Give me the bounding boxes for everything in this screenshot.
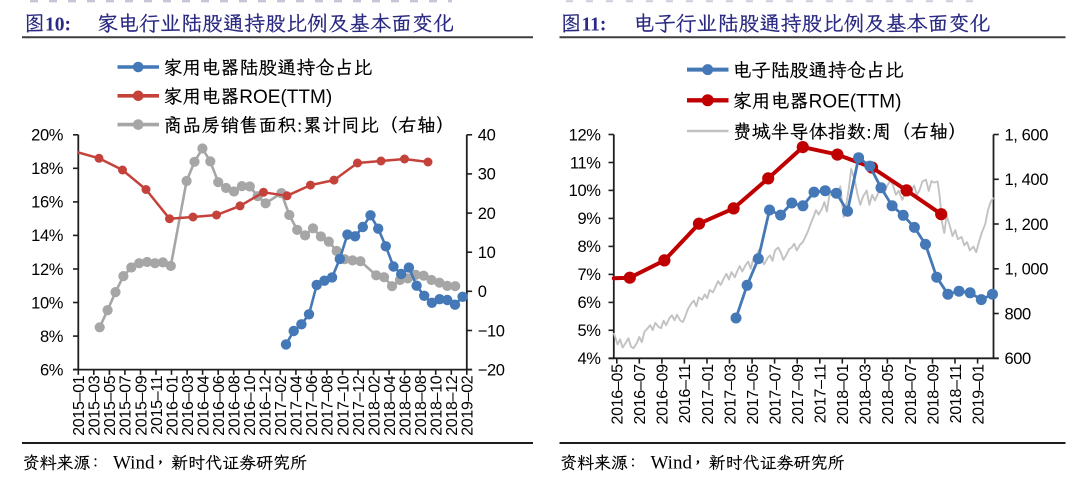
svg-text:6%: 6%	[40, 361, 64, 379]
svg-text:2018–09: 2018–09	[925, 364, 942, 425]
svg-text:−20: −20	[478, 361, 505, 379]
svg-text:2018–05: 2018–05	[880, 364, 897, 425]
svg-text:2017–12: 2017–12	[351, 375, 368, 436]
svg-text:2018–10: 2018–10	[429, 375, 446, 436]
svg-text:2017–06: 2017–06	[304, 375, 321, 436]
svg-text:2015–11: 2015–11	[149, 375, 166, 434]
svg-text:16%: 16%	[31, 194, 64, 212]
svg-text:2018–04: 2018–04	[382, 375, 399, 436]
svg-text:7%: 7%	[577, 266, 601, 284]
svg-text:800: 800	[1005, 305, 1032, 323]
svg-text:11:: 11:	[582, 15, 607, 36]
svg-text:8%: 8%	[40, 328, 64, 346]
svg-text:2016–04: 2016–04	[195, 375, 212, 436]
svg-text:2016–05: 2016–05	[610, 364, 627, 425]
svg-text:20: 20	[478, 205, 496, 223]
svg-text:2018–07: 2018–07	[903, 364, 920, 425]
svg-text:−10: −10	[478, 322, 505, 340]
svg-text:10%: 10%	[569, 182, 602, 200]
svg-text:2017–07: 2017–07	[767, 364, 784, 425]
svg-text:2015–09: 2015–09	[133, 375, 150, 436]
svg-text:2017–01: 2017–01	[700, 364, 717, 425]
svg-text:ROE(TTM): ROE(TTM)	[809, 91, 902, 112]
svg-text:2015–03: 2015–03	[87, 375, 104, 436]
svg-text:10:: 10:	[45, 15, 71, 36]
svg-text:8%: 8%	[577, 238, 601, 256]
svg-text:1, 200: 1, 200	[1005, 216, 1049, 234]
svg-text:2019–02: 2019–02	[460, 375, 477, 436]
svg-text:2016–11: 2016–11	[677, 364, 694, 423]
svg-text:2015–05: 2015–05	[102, 375, 119, 436]
svg-text:2016–06: 2016–06	[211, 375, 228, 436]
svg-text:Wind: Wind	[113, 453, 155, 474]
svg-text:1, 400: 1, 400	[1005, 171, 1049, 189]
svg-text:2015–07: 2015–07	[118, 375, 135, 436]
svg-text:2018–03: 2018–03	[858, 364, 875, 425]
svg-text:600: 600	[1005, 350, 1032, 368]
svg-text:14%: 14%	[31, 227, 64, 245]
svg-text:2016–08: 2016–08	[227, 375, 244, 436]
svg-text:5%: 5%	[577, 322, 601, 340]
svg-text:2015–01: 2015–01	[71, 375, 88, 436]
svg-text:2018–02: 2018–02	[366, 375, 383, 436]
svg-text:2017–08: 2017–08	[320, 375, 337, 436]
svg-text:2017–04: 2017–04	[289, 375, 306, 436]
svg-text:6%: 6%	[577, 294, 601, 312]
svg-text:30: 30	[478, 166, 496, 184]
svg-text:0: 0	[478, 283, 487, 301]
svg-text:2016–07: 2016–07	[632, 364, 649, 425]
svg-text:10: 10	[478, 244, 496, 262]
svg-text:2018–11: 2018–11	[948, 364, 965, 423]
svg-text:2018–06: 2018–06	[397, 375, 414, 436]
svg-text:2016–01: 2016–01	[164, 375, 181, 436]
svg-text:2017–11: 2017–11	[813, 364, 830, 423]
svg-text:10%: 10%	[31, 294, 64, 312]
svg-text:2016–03: 2016–03	[180, 375, 197, 436]
svg-text:2018–01: 2018–01	[835, 364, 852, 425]
svg-text:2017–10: 2017–10	[335, 375, 352, 436]
svg-text:40: 40	[478, 127, 496, 145]
svg-text:ROE(TTM): ROE(TTM)	[239, 87, 332, 108]
svg-text:9%: 9%	[577, 210, 601, 228]
svg-text:2017–02: 2017–02	[273, 375, 290, 436]
svg-text:2017–09: 2017–09	[790, 364, 807, 425]
svg-text:2017–05: 2017–05	[745, 364, 762, 425]
svg-text:2016–09: 2016–09	[655, 364, 672, 425]
svg-text:4%: 4%	[577, 350, 601, 368]
svg-text:12%: 12%	[31, 261, 64, 279]
svg-text:Wind: Wind	[651, 453, 693, 474]
svg-text:2016–10: 2016–10	[242, 375, 259, 436]
svg-text:1, 000: 1, 000	[1005, 261, 1049, 279]
svg-text:2017–03: 2017–03	[722, 364, 739, 425]
svg-text:2016–12: 2016–12	[258, 375, 275, 436]
svg-text:2019–01: 2019–01	[970, 364, 987, 425]
svg-text:12%: 12%	[569, 126, 602, 144]
svg-text:2018–12: 2018–12	[444, 375, 461, 436]
svg-text:11%: 11%	[570, 154, 601, 172]
svg-text:18%: 18%	[31, 160, 64, 178]
svg-text:2018–08: 2018–08	[413, 375, 430, 436]
svg-text:1, 600: 1, 600	[1005, 126, 1049, 144]
svg-text:20%: 20%	[31, 127, 64, 145]
